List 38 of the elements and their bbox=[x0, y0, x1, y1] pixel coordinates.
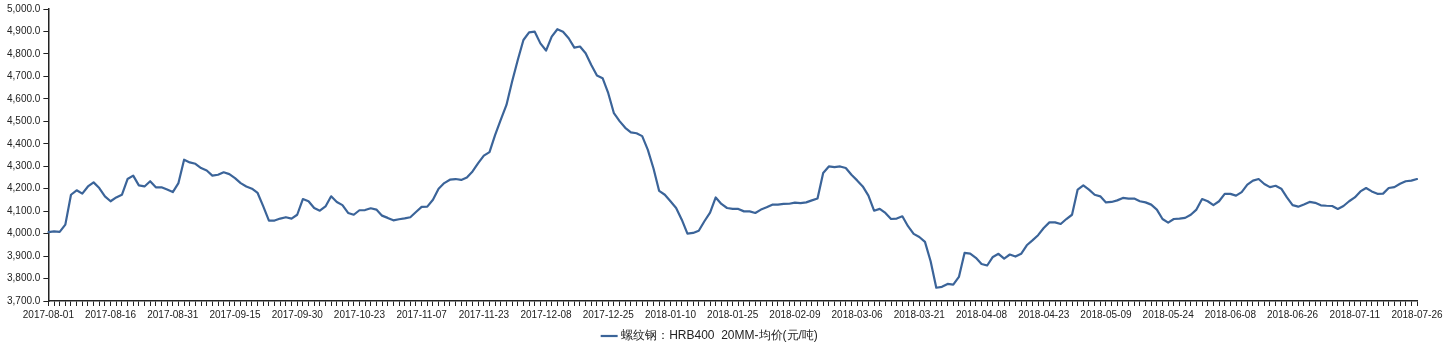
x-tick-label: 2017-11-23 bbox=[458, 308, 510, 320]
x-tick-label: 2018-02-09 bbox=[769, 308, 821, 320]
y-tick-label: 4,900.0 bbox=[6, 25, 41, 37]
x-tick-label: 2017-12-08 bbox=[520, 308, 573, 320]
x-tick-label: 2017-08-31 bbox=[147, 308, 199, 320]
x-tick-label: 2018-04-08 bbox=[955, 308, 1008, 320]
y-tick-label: 3,700.0 bbox=[6, 294, 41, 306]
x-tick-label: 2018-05-09 bbox=[1080, 308, 1132, 320]
x-tick-label: 2018-07-26 bbox=[1391, 308, 1444, 320]
x-tick-label: 2017-11-07 bbox=[396, 308, 448, 320]
x-tick-label: 2018-05-24 bbox=[1142, 308, 1195, 320]
x-tick-label: 2018-01-25 bbox=[707, 308, 759, 320]
y-tick-label: 4,800.0 bbox=[6, 47, 41, 59]
x-tick-label: 2018-03-06 bbox=[831, 308, 884, 320]
y-tick-label: 4,700.0 bbox=[6, 70, 41, 82]
y-tick-label: 4,100.0 bbox=[6, 204, 41, 216]
x-tick-label: 2017-10-23 bbox=[333, 308, 386, 320]
x-tick-label: 2018-01-10 bbox=[644, 308, 697, 320]
y-tick-label: 4,400.0 bbox=[6, 137, 41, 149]
y-tick-label: 4,000.0 bbox=[6, 227, 41, 239]
legend-label: 螺纹钢：HRB400 20MM-均价(元/吨) bbox=[621, 328, 818, 343]
x-tick-label: 2017-08-01 bbox=[22, 308, 75, 320]
y-tick-label: 3,800.0 bbox=[6, 272, 41, 284]
y-tick-label: 4,600.0 bbox=[6, 92, 41, 104]
x-tick-label: 2018-06-08 bbox=[1204, 308, 1257, 320]
y-tick-label: 4,300.0 bbox=[6, 159, 41, 171]
y-tick-label: 5,000.0 bbox=[6, 2, 41, 14]
x-tick-label: 2018-06-26 bbox=[1267, 308, 1319, 320]
x-tick-label: 2017-09-15 bbox=[209, 308, 262, 320]
x-tick-label: 2018-04-23 bbox=[1018, 308, 1070, 320]
y-tick-label: 4,200.0 bbox=[6, 182, 41, 194]
y-tick-label: 4,500.0 bbox=[6, 115, 41, 127]
x-tick-label: 2017-12-25 bbox=[582, 308, 635, 320]
y-tick-label: 3,900.0 bbox=[6, 249, 41, 261]
x-tick-label: 2017-08-16 bbox=[85, 308, 137, 320]
x-tick-label: 2018-07-11 bbox=[1329, 308, 1381, 320]
x-tick-label: 2018-03-21 bbox=[893, 308, 946, 320]
x-tick-label: 2017-09-30 bbox=[271, 308, 324, 320]
